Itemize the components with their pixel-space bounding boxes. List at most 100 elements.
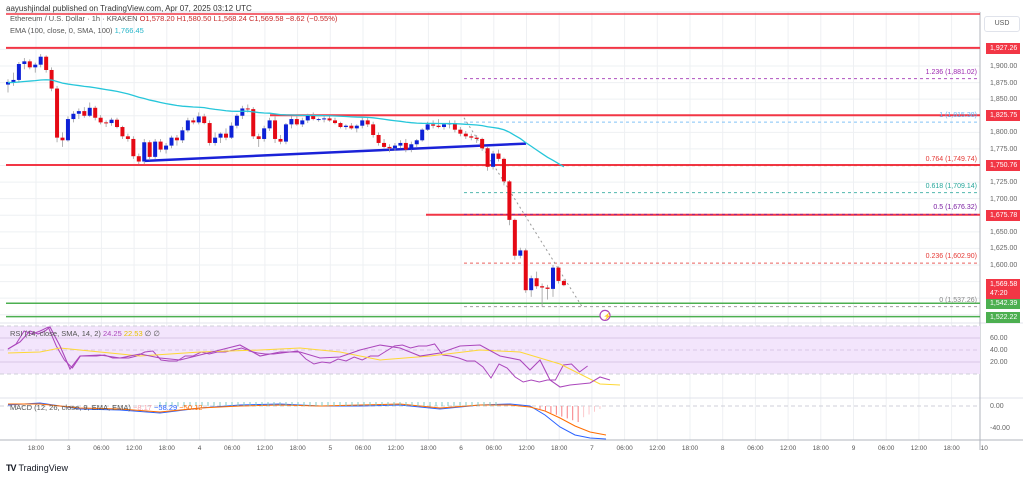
fib-label: 0.764 (1,749.74) xyxy=(925,155,977,163)
candle-body xyxy=(289,119,294,125)
ohlc-open: O1,578.20 xyxy=(139,14,175,23)
time-tick: 8 xyxy=(720,445,725,452)
time-tick: 12:00 xyxy=(649,445,666,452)
candle-body xyxy=(529,278,534,291)
candle-body xyxy=(147,142,152,157)
ema-legend[interactable]: EMA (100, close, 0, SMA, 100) 1,766.45 xyxy=(10,26,144,35)
candle-body xyxy=(278,138,283,142)
candle-body xyxy=(224,133,228,138)
candle-body xyxy=(322,118,327,120)
time-tick: 12:00 xyxy=(910,445,928,452)
candle-body xyxy=(191,120,196,123)
tradingview-logo-text: TradingView xyxy=(18,463,69,473)
macd-legend[interactable]: MACD (12, 26, close, 9, EMA, EMA) −8.17 … xyxy=(10,403,202,412)
candle-body xyxy=(452,123,457,130)
time-tick: 18:00 xyxy=(812,445,829,452)
price-tick: 1,700.00 xyxy=(990,195,1018,203)
price-marker: 1,542.39 xyxy=(986,298,1020,310)
price-tick: 1,725.00 xyxy=(990,179,1018,187)
price-tick: 1,600.00 xyxy=(990,261,1018,269)
time-tick: 10 xyxy=(980,445,988,452)
fib-trend-line xyxy=(463,117,583,307)
candle-body xyxy=(174,137,179,141)
candle-body xyxy=(485,148,490,167)
candle-body xyxy=(169,137,174,146)
time-tick: 12:00 xyxy=(387,445,404,452)
price-marker: 1,675.78 xyxy=(986,209,1020,221)
candle-body xyxy=(49,69,54,89)
time-tick: 06:00 xyxy=(616,445,633,452)
price-marker: 1,927.26 xyxy=(986,42,1020,54)
candle-body xyxy=(403,142,408,150)
candle-body xyxy=(44,56,49,70)
rsi-legend[interactable]: RSI (14, close, SMA, 14, 2) 24.25 22.53 … xyxy=(10,329,160,338)
candle-body xyxy=(98,117,103,123)
ohlc-close: C1,569.58 xyxy=(248,14,284,23)
macd-label: MACD (12, 26, close, 9, EMA, EMA) xyxy=(10,403,131,412)
current-price-label: 1,569.58 47:20 xyxy=(986,279,1020,300)
candle-body xyxy=(55,88,60,138)
rsi-label: RSI (14, close, SMA, 14, 2) xyxy=(10,329,101,338)
rsi-tick: 20.00 xyxy=(990,359,1008,366)
candle-body xyxy=(87,107,92,116)
candle-body xyxy=(180,130,185,141)
candle-body xyxy=(71,113,76,120)
fib-label: 1 (1,815.38) xyxy=(939,112,977,120)
rsi-line xyxy=(7,326,588,383)
candle-body xyxy=(327,118,332,121)
price-tick: 1,900.00 xyxy=(990,63,1018,70)
fib-label: 0 (1,537.26) xyxy=(939,296,977,304)
time-tick: 12:00 xyxy=(518,445,535,452)
candle-body xyxy=(469,136,474,138)
publish-info: aayushjindal published on TradingView.co… xyxy=(6,4,252,13)
candle-body xyxy=(425,124,430,130)
candle-body xyxy=(463,133,468,137)
price-tick: 1,850.00 xyxy=(990,96,1018,104)
macd-signal-line xyxy=(8,403,607,436)
candle-body xyxy=(120,127,125,137)
candle-body xyxy=(125,136,130,139)
currency-selector[interactable]: USD xyxy=(984,16,1020,32)
tradingview-logo[interactable]: TV TradingView xyxy=(6,463,68,473)
candle-body xyxy=(273,120,278,139)
candle-body xyxy=(256,136,261,139)
candle-body xyxy=(376,134,381,143)
price-tick: 1,775.00 xyxy=(990,145,1018,153)
time-tick: 18:00 xyxy=(27,445,45,452)
candle-body xyxy=(365,120,370,125)
price-tick: 1,625.00 xyxy=(990,245,1018,253)
macd-hist-value: −8.17 xyxy=(132,403,152,412)
candle-body xyxy=(115,119,119,128)
candle-body xyxy=(158,141,163,150)
price-marker: 1,825.75 xyxy=(986,110,1020,122)
candle-body xyxy=(512,219,517,256)
candle-body xyxy=(480,138,485,149)
candle-body xyxy=(33,64,38,68)
price-marker: 1,750.76 xyxy=(986,159,1020,171)
ema-value: 1,766.45 xyxy=(114,26,144,35)
candle-body xyxy=(104,122,109,124)
candle-body xyxy=(420,129,425,141)
rsi-line-main xyxy=(7,326,611,388)
candle-body xyxy=(267,120,272,129)
alert-marker-icon xyxy=(599,309,611,322)
time-tick: 18:00 xyxy=(943,445,960,452)
macd-tick: -40.00 xyxy=(990,425,1010,432)
time-tick: 7 xyxy=(590,445,594,452)
candle-body xyxy=(22,61,27,65)
ohlc-low: L1,568.24 xyxy=(213,14,247,23)
candle-body xyxy=(431,124,436,126)
ema-label: EMA (100, close, 0, SMA, 100) xyxy=(10,26,113,35)
candle-body xyxy=(16,64,21,80)
candle-body xyxy=(371,124,376,135)
time-tick: 06:00 xyxy=(354,445,372,452)
candle-body xyxy=(82,111,87,116)
candle-body xyxy=(343,125,348,128)
candle-body xyxy=(496,153,501,159)
symbol-name: Ethereum / U.S. Dollar · 1h · KRAKEN xyxy=(10,14,138,23)
time-tick: 12:00 xyxy=(256,445,274,452)
candle-body xyxy=(556,267,561,281)
ema-line xyxy=(7,79,565,168)
candle-body xyxy=(474,137,479,139)
